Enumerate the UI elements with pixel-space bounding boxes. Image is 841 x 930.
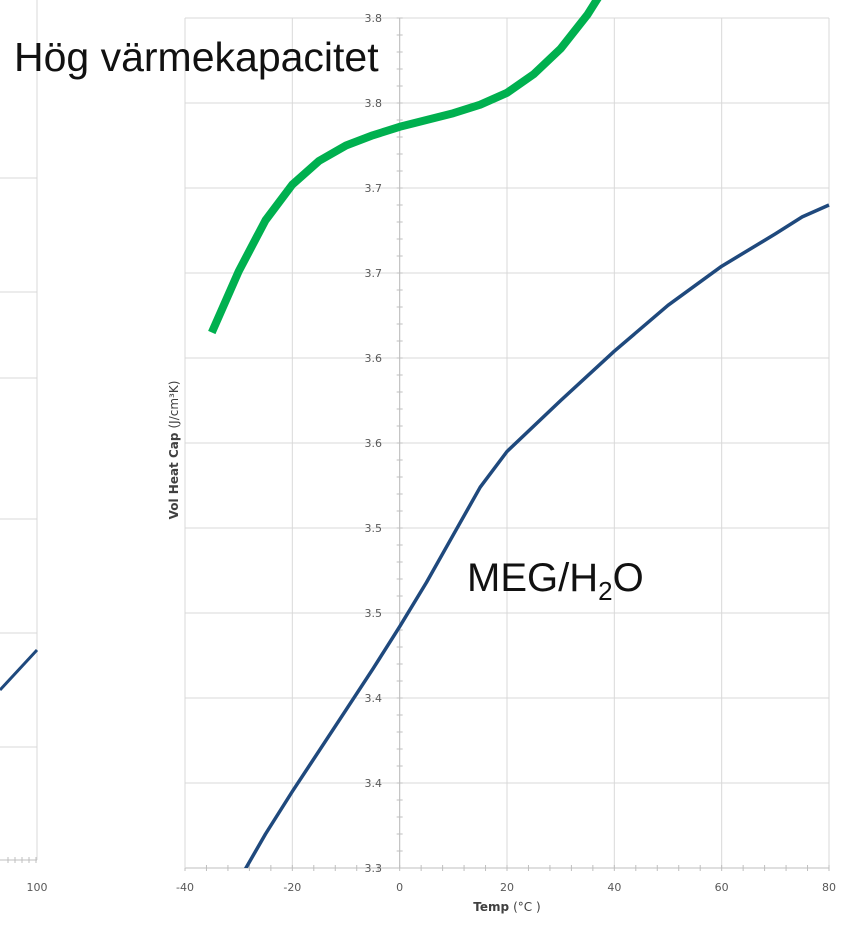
- x-tick-label: 60: [715, 881, 729, 894]
- y-tick-label: 3.8: [365, 12, 383, 25]
- annotation-title: Hög värmekapacitet: [14, 34, 379, 80]
- left-partial-chart: 100: [0, 0, 48, 894]
- main-chart-series: [208, 0, 830, 868]
- y-axis-title-main: Vol Heat Cap: [167, 432, 181, 519]
- x-tick-label: 0: [396, 881, 403, 894]
- x-tick-label: 80: [822, 881, 836, 894]
- meg-h2o-series-line: [243, 203, 830, 868]
- series-label-subscript: 2: [598, 576, 613, 606]
- x-tick-label: -20: [283, 881, 301, 894]
- x-tick-label: -40: [176, 881, 194, 894]
- y-tick-label: 3.5: [365, 607, 383, 620]
- green-series-line: [208, 0, 602, 335]
- x-axis-title-main: Temp: [473, 900, 509, 914]
- main-chart-axes: [184, 17, 830, 871]
- main-chart-gridlines: [184, 17, 830, 869]
- x-axis-title-unit: (°C ): [513, 900, 541, 914]
- y-tick-label: 3.5: [365, 522, 383, 535]
- y-tick-label: 3.4: [365, 777, 383, 790]
- series-label-end: O: [612, 556, 644, 600]
- series-label-main: MEG/H: [467, 556, 599, 600]
- x-axis-title: Temp (°C ): [473, 900, 540, 914]
- left-x-tick-label: 100: [27, 881, 48, 894]
- main-chart-tick-labels: 3.3 3.4 3.4 3.5 3.5 3.6 3.6 3.7 3.7 3.8 3.8 -40 -20 0…: [176, 12, 836, 894]
- y-tick-label: 3.7: [365, 182, 383, 195]
- y-tick-label: 3.3: [365, 862, 383, 875]
- annotation-series-label: MEG/H2O: [467, 556, 644, 607]
- y-tick-label: 3.4: [365, 692, 383, 705]
- y-tick-label: 3.6: [365, 437, 383, 450]
- y-tick-label: 3.6: [365, 352, 383, 365]
- x-tick-label: 40: [607, 881, 621, 894]
- y-tick-label: 3.7: [365, 267, 383, 280]
- x-tick-label: 20: [500, 881, 514, 894]
- y-tick-label: 3.8: [365, 97, 383, 110]
- y-axis-title: Vol Heat Cap (J/cm³K): [167, 381, 181, 520]
- y-axis-title-unit: (J/cm³K): [167, 381, 181, 429]
- left-series-line: [0, 648, 39, 692]
